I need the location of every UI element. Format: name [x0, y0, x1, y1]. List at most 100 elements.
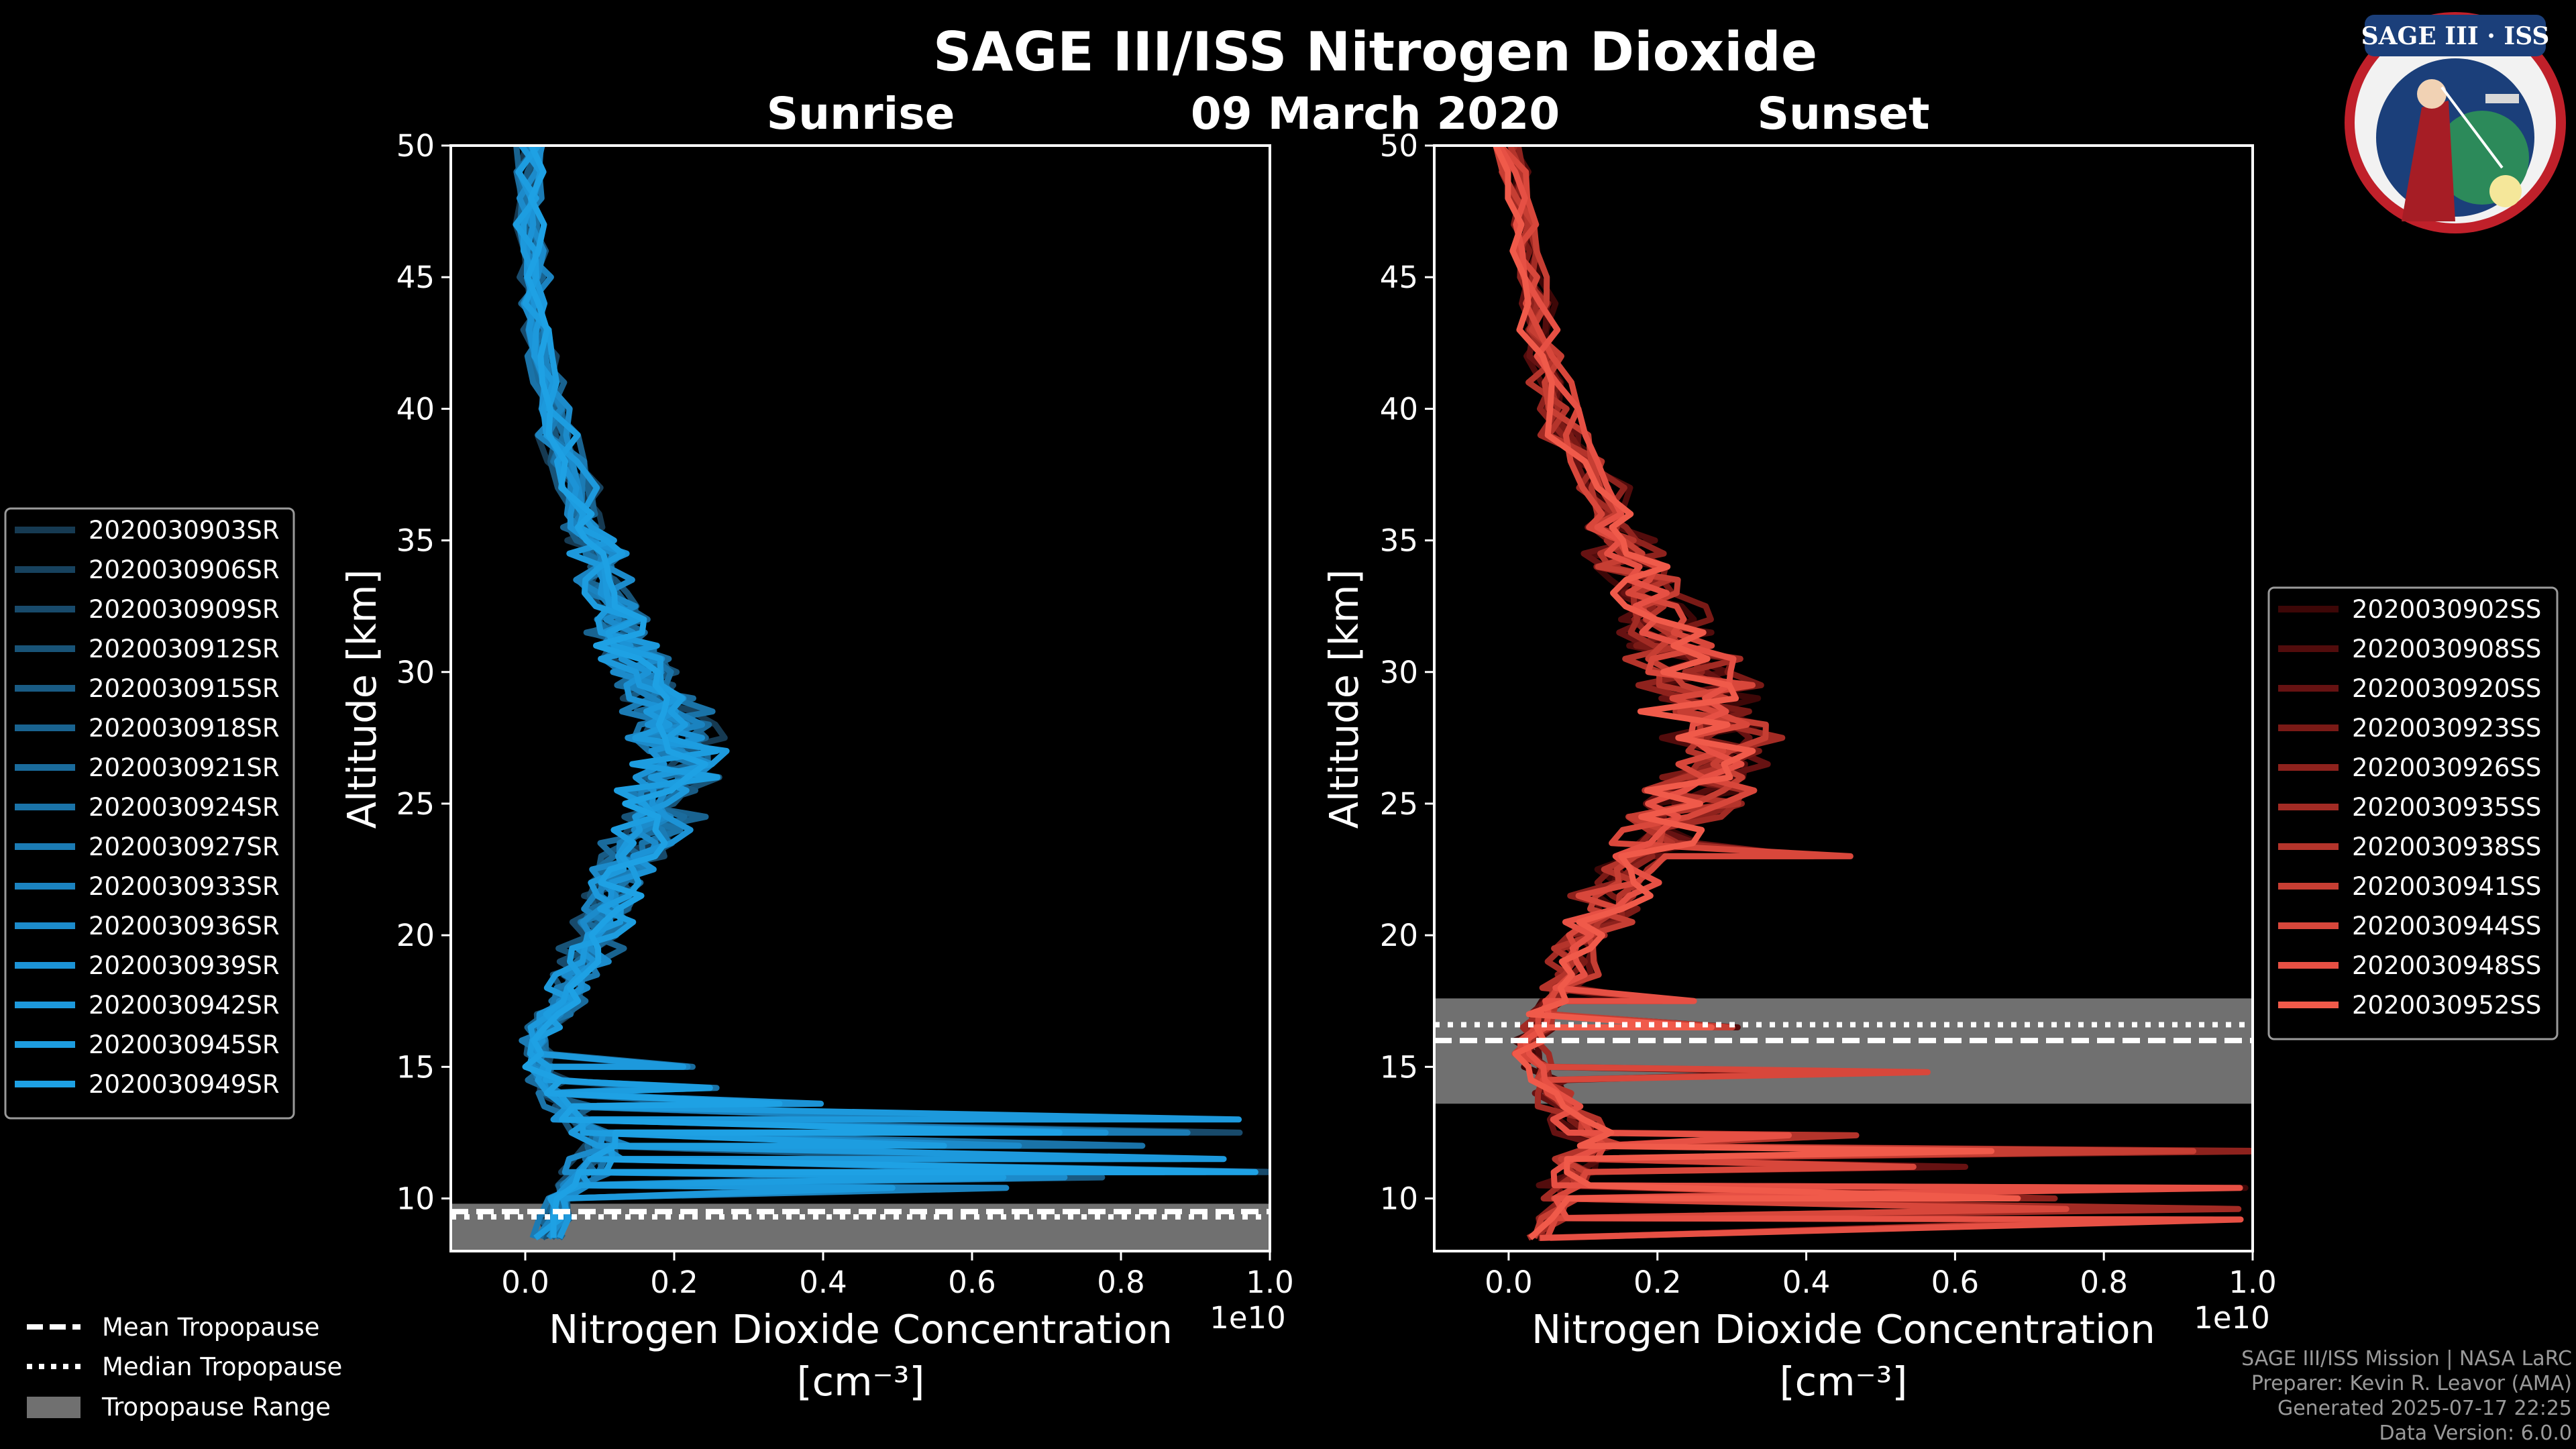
tropopause-legend: Mean Tropopause Median Tropopause Tropop…: [27, 1313, 342, 1421]
legend-entry: 2020030912SR: [89, 635, 280, 663]
legend-entry: 2020030920SS: [2352, 674, 2541, 703]
y-tick-label: 50: [396, 128, 435, 164]
x-tick-label: 1.0: [1246, 1265, 1294, 1300]
tropopause-range-swatch: [27, 1397, 80, 1418]
logo-figure-head: [2417, 79, 2447, 109]
x-tick-label: 0.8: [2080, 1265, 2128, 1300]
profile-line-2020030945SR: [513, 146, 1007, 1240]
logo-figure-icon: [2402, 101, 2455, 221]
credit-generated: Generated 2025-07-17 22:25: [2277, 1397, 2572, 1420]
legend-entry: 2020030949SR: [89, 1070, 280, 1099]
x-tick-label: 0.4: [1782, 1265, 1831, 1300]
legend-entry: 2020030948SS: [2352, 951, 2541, 980]
profile-line-2020030912SR: [519, 146, 993, 1240]
legend-entry: 2020030918SR: [89, 714, 280, 743]
sunrise-ylabel: Altitude [km]: [339, 570, 385, 829]
sunrise-panel: Sunrise 10 15 20 25 30 35 40 45 50 0.0 0.2 0.4 0.6 0.…: [339, 88, 1294, 1405]
legend-entry: 2020030935SS: [2352, 793, 2541, 822]
x-tick-label: 0.4: [799, 1265, 847, 1300]
credits: SAGE III/ISS Mission | NASA LaRC Prepare…: [2241, 1347, 2572, 1445]
profile-line-2020030952SS: [1493, 146, 2021, 1240]
y-tick-label: 30: [1380, 655, 1418, 690]
legend-entry: 2020030924SR: [89, 793, 280, 822]
y-tick-label: 40: [396, 391, 435, 427]
sunrise-x-offset: 1e10: [1210, 1300, 1286, 1336]
sunrise-xunit: [cm⁻³]: [797, 1358, 925, 1405]
logo-banner: [2365, 15, 2546, 56]
legend-entry: 2020030908SS: [2352, 635, 2541, 663]
profile-line-2020030915SR: [519, 146, 1106, 1240]
y-tick-label: 35: [1380, 523, 1418, 559]
legend-box: [2267, 586, 2559, 1040]
sunset-plot-area: 10 15 20 25 30 35 40 45 50 0.0 0.2 0.4 0.6 0.8 1.0: [1380, 128, 2277, 1300]
x-tick-label: 0.0: [1485, 1265, 1533, 1300]
legend-entry: 2020030923SS: [2352, 714, 2541, 743]
y-tick-label: 20: [1380, 918, 1418, 953]
legend-entry: 2020030906SR: [89, 555, 280, 584]
plot-frame: [1433, 144, 2254, 1252]
legend-entry: 2020030941SS: [2352, 872, 2541, 901]
legend-entry: 2020030915SR: [89, 674, 280, 703]
plot-content: [451, 146, 1270, 1251]
y-tick-label: 15: [396, 1049, 435, 1085]
sunset-x-offset: 1e10: [2194, 1300, 2270, 1336]
profile-line-2020030944SS: [1498, 146, 2070, 1240]
median-tropopause-label: Median Tropopause: [102, 1352, 342, 1381]
sunset-xunit: [cm⁻³]: [1780, 1358, 1908, 1405]
y-tick-label: 50: [1380, 128, 1418, 164]
tropopause-range-label: Tropopause Range: [101, 1393, 331, 1421]
profile-line-2020030927SR: [516, 146, 1191, 1239]
legend-entry: 2020030945SR: [89, 1030, 280, 1059]
profile-line-2020030921SR: [513, 146, 1117, 1240]
legend-entry: 2020030936SR: [89, 912, 280, 941]
profile-line-2020030942SR: [519, 146, 1242, 1240]
profile-line-2020030939SR: [516, 146, 1167, 1238]
sunset-xlabel: Nitrogen Dioxide Concentration: [1532, 1306, 2155, 1352]
x-tick-label: 0.6: [1931, 1265, 1980, 1300]
y-tick-label: 10: [396, 1181, 435, 1217]
x-tick-label: 0.8: [1097, 1265, 1145, 1300]
legend-entry: 2020030909SR: [89, 595, 280, 624]
sunrise-plot-area: 10 15 20 25 30 35 40 45 50 0.0 0.2 0.4 0.6 0.8 1.0: [396, 128, 1294, 1300]
y-tick-label: 15: [1380, 1049, 1418, 1085]
sunset-ylabel: Altitude [km]: [1321, 570, 1367, 829]
sunset-panel: Sunset 10 15 20 25 30 35 40 45 50 0.0 0.2 0.4 0.6 0.8…: [1321, 88, 2277, 1405]
logo-moon-icon: [2489, 175, 2522, 207]
mean-tropopause-label: Mean Tropopause: [102, 1313, 320, 1342]
legend-box: [4, 507, 295, 1120]
sunrise-title: Sunrise: [767, 88, 955, 140]
legend-entry: 2020030927SR: [89, 833, 280, 861]
mission-logo: SAGE III · ISS: [2345, 12, 2566, 233]
y-tick-label: 45: [396, 260, 435, 295]
legend-entry: 2020030944SS: [2352, 912, 2541, 941]
y-tick-label: 25: [1380, 786, 1418, 822]
figure-date: 09 March 2020: [1191, 88, 1560, 140]
legend-entry: 2020030903SR: [89, 516, 280, 545]
legend-entry: 2020030939SR: [89, 951, 280, 980]
y-tick-label: 20: [396, 918, 435, 953]
credit-data-version: Data Version: 6.0.0: [2379, 1421, 2572, 1445]
x-tick-label: 0.0: [501, 1265, 549, 1300]
sunrise-xlabel: Nitrogen Dioxide Concentration: [549, 1306, 1173, 1352]
legend-entry: 2020030921SR: [89, 753, 280, 782]
profile-line-2020030924SR: [515, 146, 1146, 1240]
y-tick-label: 45: [1380, 260, 1418, 295]
y-tick-label: 25: [396, 786, 435, 822]
sunset-title: Sunset: [1757, 88, 1929, 140]
profile-line-2020030903SR: [513, 146, 1194, 1240]
x-tick-label: 0.2: [650, 1265, 698, 1300]
sunrise-legend: 2020030903SR 2020030906SR 2020030909SR 2020…: [4, 507, 295, 1120]
profile-line-2020030918SR: [513, 146, 1209, 1240]
logo-telescope-beam-icon: [2440, 86, 2504, 169]
logo-text: SAGE III · ISS: [2361, 22, 2550, 50]
plot-frame: [449, 144, 1271, 1252]
credit-preparer: Preparer: Kevin R. Leavor (AMA): [2251, 1372, 2572, 1395]
sunset-legend: 2020030902SS 2020030908SS 2020030920SS 2020…: [2267, 586, 2559, 1040]
y-tick-label: 40: [1380, 391, 1418, 427]
legend-entry: 2020030933SR: [89, 872, 280, 901]
y-tick-label: 10: [1380, 1181, 1418, 1217]
profile-line-2020030906SR: [521, 146, 1035, 1239]
legend-entry: 2020030926SS: [2352, 753, 2541, 782]
legend-entry: 2020030952SS: [2352, 991, 2541, 1020]
